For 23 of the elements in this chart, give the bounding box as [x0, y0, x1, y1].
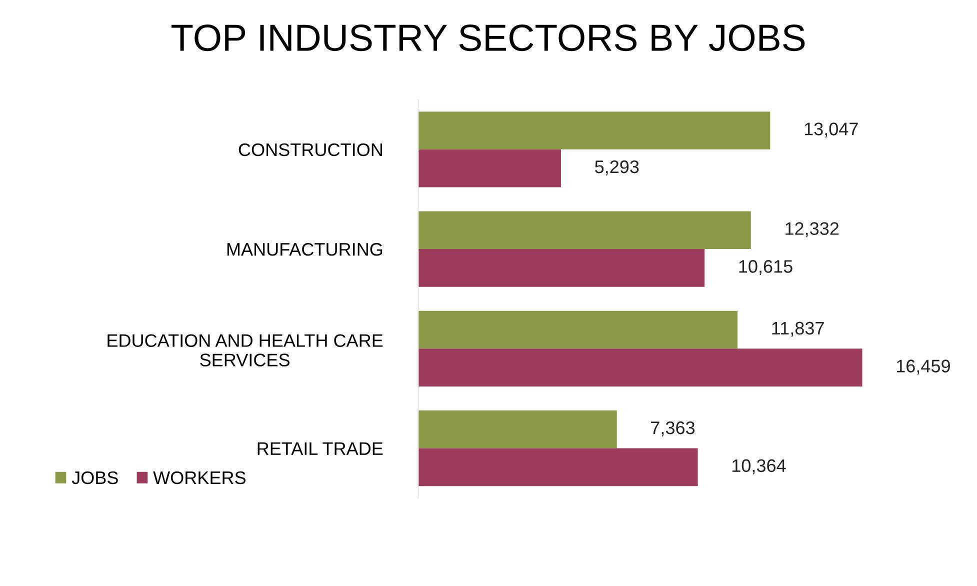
bar: [418, 211, 751, 250]
data-label: 5,293: [595, 160, 639, 176]
y-tick-label: CONSTRUCTION: [238, 143, 382, 156]
y-tick-label: RETAIL TRADE: [258, 442, 383, 455]
legend-label: JOBS: [72, 471, 118, 484]
bar: [418, 348, 862, 387]
y-tick-label: EDUCATION AND HEALTH CARE SERVICES: [108, 334, 383, 366]
data-label: 10,615: [739, 260, 792, 275]
data-label: 16,459: [896, 360, 950, 375]
legend-label: WORKERS: [153, 471, 246, 484]
bar: [418, 310, 738, 349]
chart-title: TOP INDUSTRY SECTORS BY JOBS: [171, 24, 805, 52]
bar: [418, 249, 705, 287]
data-label: 12,332: [786, 222, 839, 238]
y-tick-label: MANUFACTURING: [227, 242, 382, 256]
bar: [418, 112, 770, 150]
data-label: 13,047: [804, 122, 858, 138]
bar: [418, 149, 561, 188]
bar: [418, 448, 698, 486]
bar: [418, 410, 617, 448]
data-label: 10,364: [732, 459, 786, 474]
data-label: 11,837: [772, 322, 824, 337]
data-label: 7,363: [651, 421, 695, 436]
